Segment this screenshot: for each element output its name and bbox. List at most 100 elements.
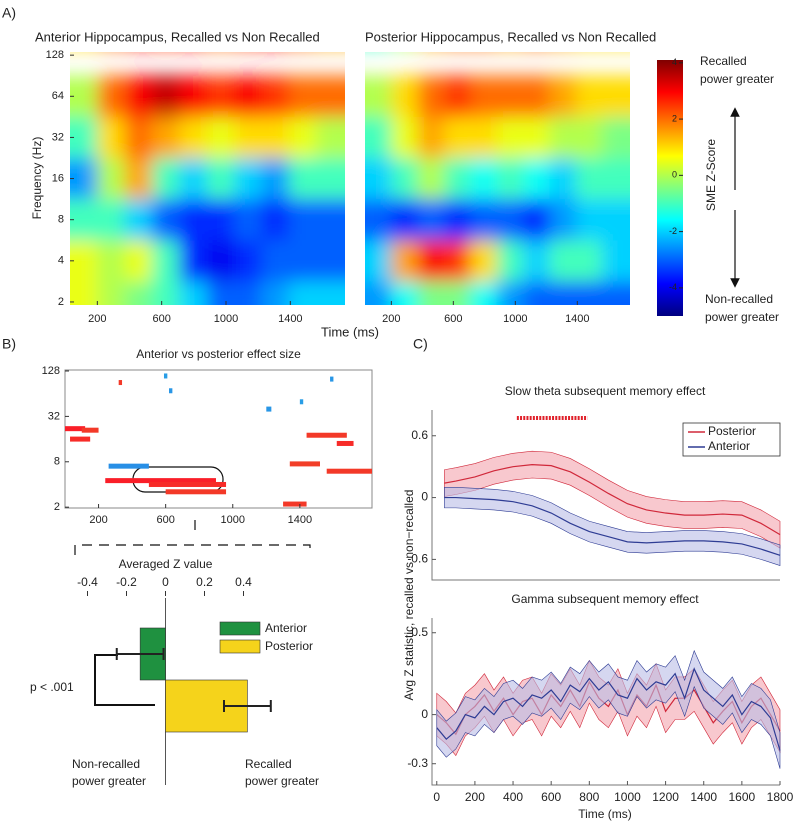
heatmap-cell [602,281,630,305]
panel-label: A) [2,5,16,21]
heatmap-cell [575,199,604,242]
x-tick-label: 200 [88,313,106,325]
y-tick-label: 2 [58,296,64,308]
heatmap-cell [365,281,393,305]
heatmap-cell [365,75,393,118]
y-tick-label: -0.6 [407,552,428,566]
chart-title: Slow theta subsequent memory effect [505,384,706,398]
x-tick-label: 200 [89,514,107,526]
y-tick-label: 0.5 [411,625,428,639]
x-axis-label: Averaged Z value [119,557,213,571]
effect-blob [169,388,173,394]
axes [431,618,780,786]
legend-box [682,422,781,457]
heatmap-cell [179,240,208,283]
y-axis-label: Frequency (Hz) [30,137,44,220]
heatmap-cell [496,116,525,159]
legend-swatch [219,639,261,654]
error-bar [223,700,272,712]
heatmap-cell [316,116,345,159]
heatmap-cell [234,199,263,242]
heatmap-cell [261,116,290,159]
effect-blob [330,376,334,382]
heatmap-cell [234,240,263,283]
effect-blob [306,432,347,438]
x-tick-label: 0.4 [235,575,252,589]
chart-title: Anterior Hippocampus, Recalled vs Non Re… [35,29,320,44]
heatmap-cell [124,157,154,201]
heatmap-cell [124,240,154,283]
x-tick-label: 0 [433,790,440,804]
heatmap-cell [444,281,472,305]
y-tick-label: 8 [58,214,64,226]
heatmap-cell [391,116,419,159]
y-tick-label: 64 [52,90,64,102]
heatmap-cell [316,75,345,118]
heatmap-cell [206,199,236,242]
effect-blob [108,463,149,469]
chart-title: Gamma subsequent memory effect [511,592,699,606]
heatmap-cell [261,75,290,118]
heatmap-cell [261,240,290,283]
heatmap-cell [152,281,181,305]
effect-blob [163,373,168,379]
y-tick-label: 32 [48,410,60,422]
heatmap-cell [234,281,263,305]
annotation: p < .001 [30,680,74,694]
legend-label: Posterior [265,639,313,653]
x-tick-label: 1400 [565,313,589,325]
heatmap-cell [417,116,446,159]
heatmap-cell [316,199,345,242]
x-tick-label: 1400 [690,790,717,804]
note: Non-recalled [705,292,773,306]
heatmap-cell [523,116,551,159]
heatmap-cell [70,116,99,159]
heatmap-cell [70,75,99,118]
heatmap-cell [417,199,446,242]
heatmap-cell [470,116,498,159]
legend-label: Posterior [708,424,756,438]
heatmap-cell [523,240,551,283]
colorbar-tick-label: 4 [672,57,677,67]
heatmap-cell [97,199,126,242]
x-tick-label: 1400 [288,514,312,526]
heatmap-cell [179,116,208,159]
heatmap-cell [152,116,181,159]
note: power greater [245,774,319,788]
x-tick-label: 1000 [503,313,527,325]
heatmap-cell [97,281,126,305]
x-tick-label: -0.4 [77,575,98,589]
heatmap-cell [523,281,551,305]
heatmap-cell [288,116,318,159]
heatmap-cell [575,116,604,159]
y-tick-label: 0 [421,490,428,504]
heatmap-cell [365,116,393,159]
heatmap-cell [602,240,630,283]
heatmap-cell [206,75,236,118]
heatmap-cells [70,75,345,305]
effect-blob [118,380,123,386]
significance-bracket [94,654,155,706]
x-tick-label: 1600 [729,790,756,804]
colorbar-tick-label: 2 [672,113,677,123]
x-axis-label: Time (ms) [321,324,379,339]
heatmap-cell [124,75,154,118]
colorbar-tick-label: -2 [669,226,677,236]
y-tick-label: 128 [42,365,60,377]
heatmap-cell [496,75,525,118]
x-tick-label: 600 [156,514,174,526]
heatmap-cell [417,75,446,118]
heatmap-cell [602,157,630,201]
note: Recalled [700,54,747,68]
x-tick-label: 200 [465,790,485,804]
panel-label: B) [2,336,16,352]
heatmap-cell [523,75,551,118]
heatmap-cell [97,157,126,201]
heatmap-cell [288,281,318,305]
heatmap-cell [124,116,154,159]
heatmap-cell [206,157,236,201]
x-tick-label: 1400 [278,313,302,325]
heatmap-cell [549,116,577,159]
heatmap-cell [575,75,604,118]
